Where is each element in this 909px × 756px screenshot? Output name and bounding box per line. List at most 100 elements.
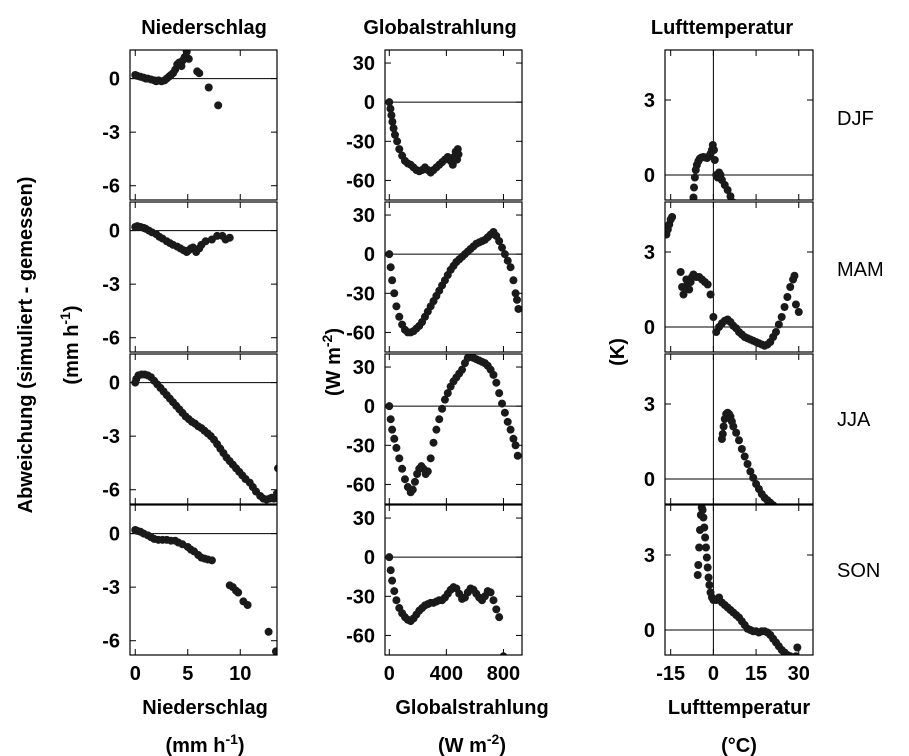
season-label-jja: JJA — [837, 409, 871, 431]
y-tick-label-temp-jja: 3 — [644, 394, 655, 416]
y-tick-label-precip-mam: 0 — [109, 221, 120, 243]
data-point — [781, 303, 789, 311]
data-point — [385, 553, 393, 561]
y-tick-label-precip-son: -3 — [102, 577, 120, 599]
data-point — [195, 69, 203, 77]
data-point — [735, 436, 743, 444]
data-point — [781, 514, 789, 522]
y-tick-label-precip-son: -6 — [102, 631, 120, 653]
points-precip-jja — [131, 371, 282, 504]
data-point — [732, 205, 740, 213]
panel-precip-son: 0 -3 -6 0 5 10 — [102, 505, 280, 685]
data-point — [492, 605, 500, 613]
data-point — [507, 263, 515, 271]
y-tick-label-precip-mam: -3 — [102, 274, 120, 296]
y-tick-label-rad-son: 0 — [364, 547, 375, 569]
data-point — [744, 222, 752, 230]
data-point — [495, 389, 503, 397]
y-tick-label-rad-jja: -60 — [346, 474, 375, 496]
data-point — [792, 518, 800, 526]
xlabel-precip: Niederschlag — [142, 697, 268, 719]
axes-frame-temp-djf — [665, 50, 813, 200]
data-point — [738, 215, 746, 223]
x-tick-label-precip: 0 — [130, 663, 141, 685]
panel-rad-jja: 300-30-60 — [346, 353, 522, 504]
data-point — [702, 544, 710, 552]
data-point — [783, 293, 791, 301]
panel-rad-son: 300-30-600 400 800 — [346, 505, 522, 685]
axes-frame-precip-son — [130, 505, 277, 655]
data-point — [732, 429, 740, 437]
data-point — [208, 556, 216, 564]
y-tick-label-rad-jja: 0 — [364, 396, 375, 418]
axes-frame-precip-mam — [130, 202, 277, 352]
data-point — [703, 554, 711, 562]
axes-frame-rad-djf — [385, 50, 522, 200]
y-tick-label-precip-mam: -6 — [102, 328, 120, 350]
data-point — [709, 313, 717, 321]
data-point — [798, 515, 806, 523]
column-title-precip: Niederschlag — [141, 17, 267, 39]
points-temp-mam — [662, 213, 802, 350]
data-point — [792, 301, 800, 309]
column-title-rad: Globalstrahlung — [363, 17, 516, 39]
data-point — [699, 514, 707, 522]
data-point — [424, 467, 432, 475]
data-point — [749, 227, 757, 235]
data-point — [705, 574, 713, 582]
data-point — [499, 652, 507, 660]
data-point — [677, 268, 685, 276]
points-temp-son — [694, 504, 802, 662]
x-tick-label-rad: 800 — [487, 663, 520, 685]
y-tick-label-rad-djf: -60 — [346, 170, 375, 192]
data-point — [226, 234, 234, 242]
points-rad-mam — [385, 228, 522, 336]
data-point — [705, 581, 713, 589]
data-point — [409, 486, 417, 494]
y-tick-label-precip-jja: -3 — [102, 426, 120, 448]
data-point — [513, 296, 521, 304]
data-point — [234, 589, 242, 597]
y-tick-label-precip-djf: 0 — [109, 69, 120, 91]
y-tick-label-temp-mam: 0 — [644, 317, 655, 339]
y-tick-label-precip-djf: -3 — [102, 122, 120, 144]
data-point — [694, 571, 702, 579]
y-tick-label-rad-son: 30 — [353, 508, 375, 530]
ylabel-unit-precip: (mm h-1) — [57, 305, 83, 384]
data-point — [395, 313, 403, 321]
points-temp-jja — [718, 409, 814, 533]
ylabel-unit-temp: (K) — [607, 338, 629, 366]
xlabel-temp: Lufttemperatur — [668, 697, 810, 719]
data-point — [707, 291, 715, 299]
data-point — [390, 435, 398, 443]
data-point — [738, 445, 746, 453]
y-tick-label-temp-jja: 0 — [644, 469, 655, 491]
y-tick-label-rad-mam: -30 — [346, 283, 375, 305]
data-point — [504, 418, 512, 426]
data-point — [401, 475, 409, 483]
data-point — [388, 276, 396, 284]
data-point — [792, 652, 800, 660]
data-point — [701, 534, 709, 542]
data-point — [492, 379, 500, 387]
data-point — [387, 566, 395, 574]
axes-frame-rad-son — [385, 505, 522, 655]
y-tick-label-rad-mam: 30 — [353, 205, 375, 227]
data-point — [711, 156, 719, 164]
data-point — [507, 426, 515, 434]
points-temp-djf — [689, 141, 760, 237]
data-point — [720, 423, 728, 431]
data-point — [398, 465, 406, 473]
data-point — [438, 405, 446, 413]
data-point — [690, 184, 698, 192]
points-rad-djf — [385, 98, 462, 176]
xunit-precip: (mm h-1) — [165, 731, 244, 756]
data-point — [388, 577, 396, 585]
panel-rad-mam: 30 0 -30 -60 — [346, 202, 522, 352]
data-point — [691, 174, 699, 182]
y-tick-label-rad-mam: 0 — [364, 244, 375, 266]
data-point — [183, 48, 191, 56]
data-point — [514, 305, 522, 313]
data-point — [393, 137, 401, 145]
y-tick-label-precip-jja: 0 — [109, 373, 120, 395]
